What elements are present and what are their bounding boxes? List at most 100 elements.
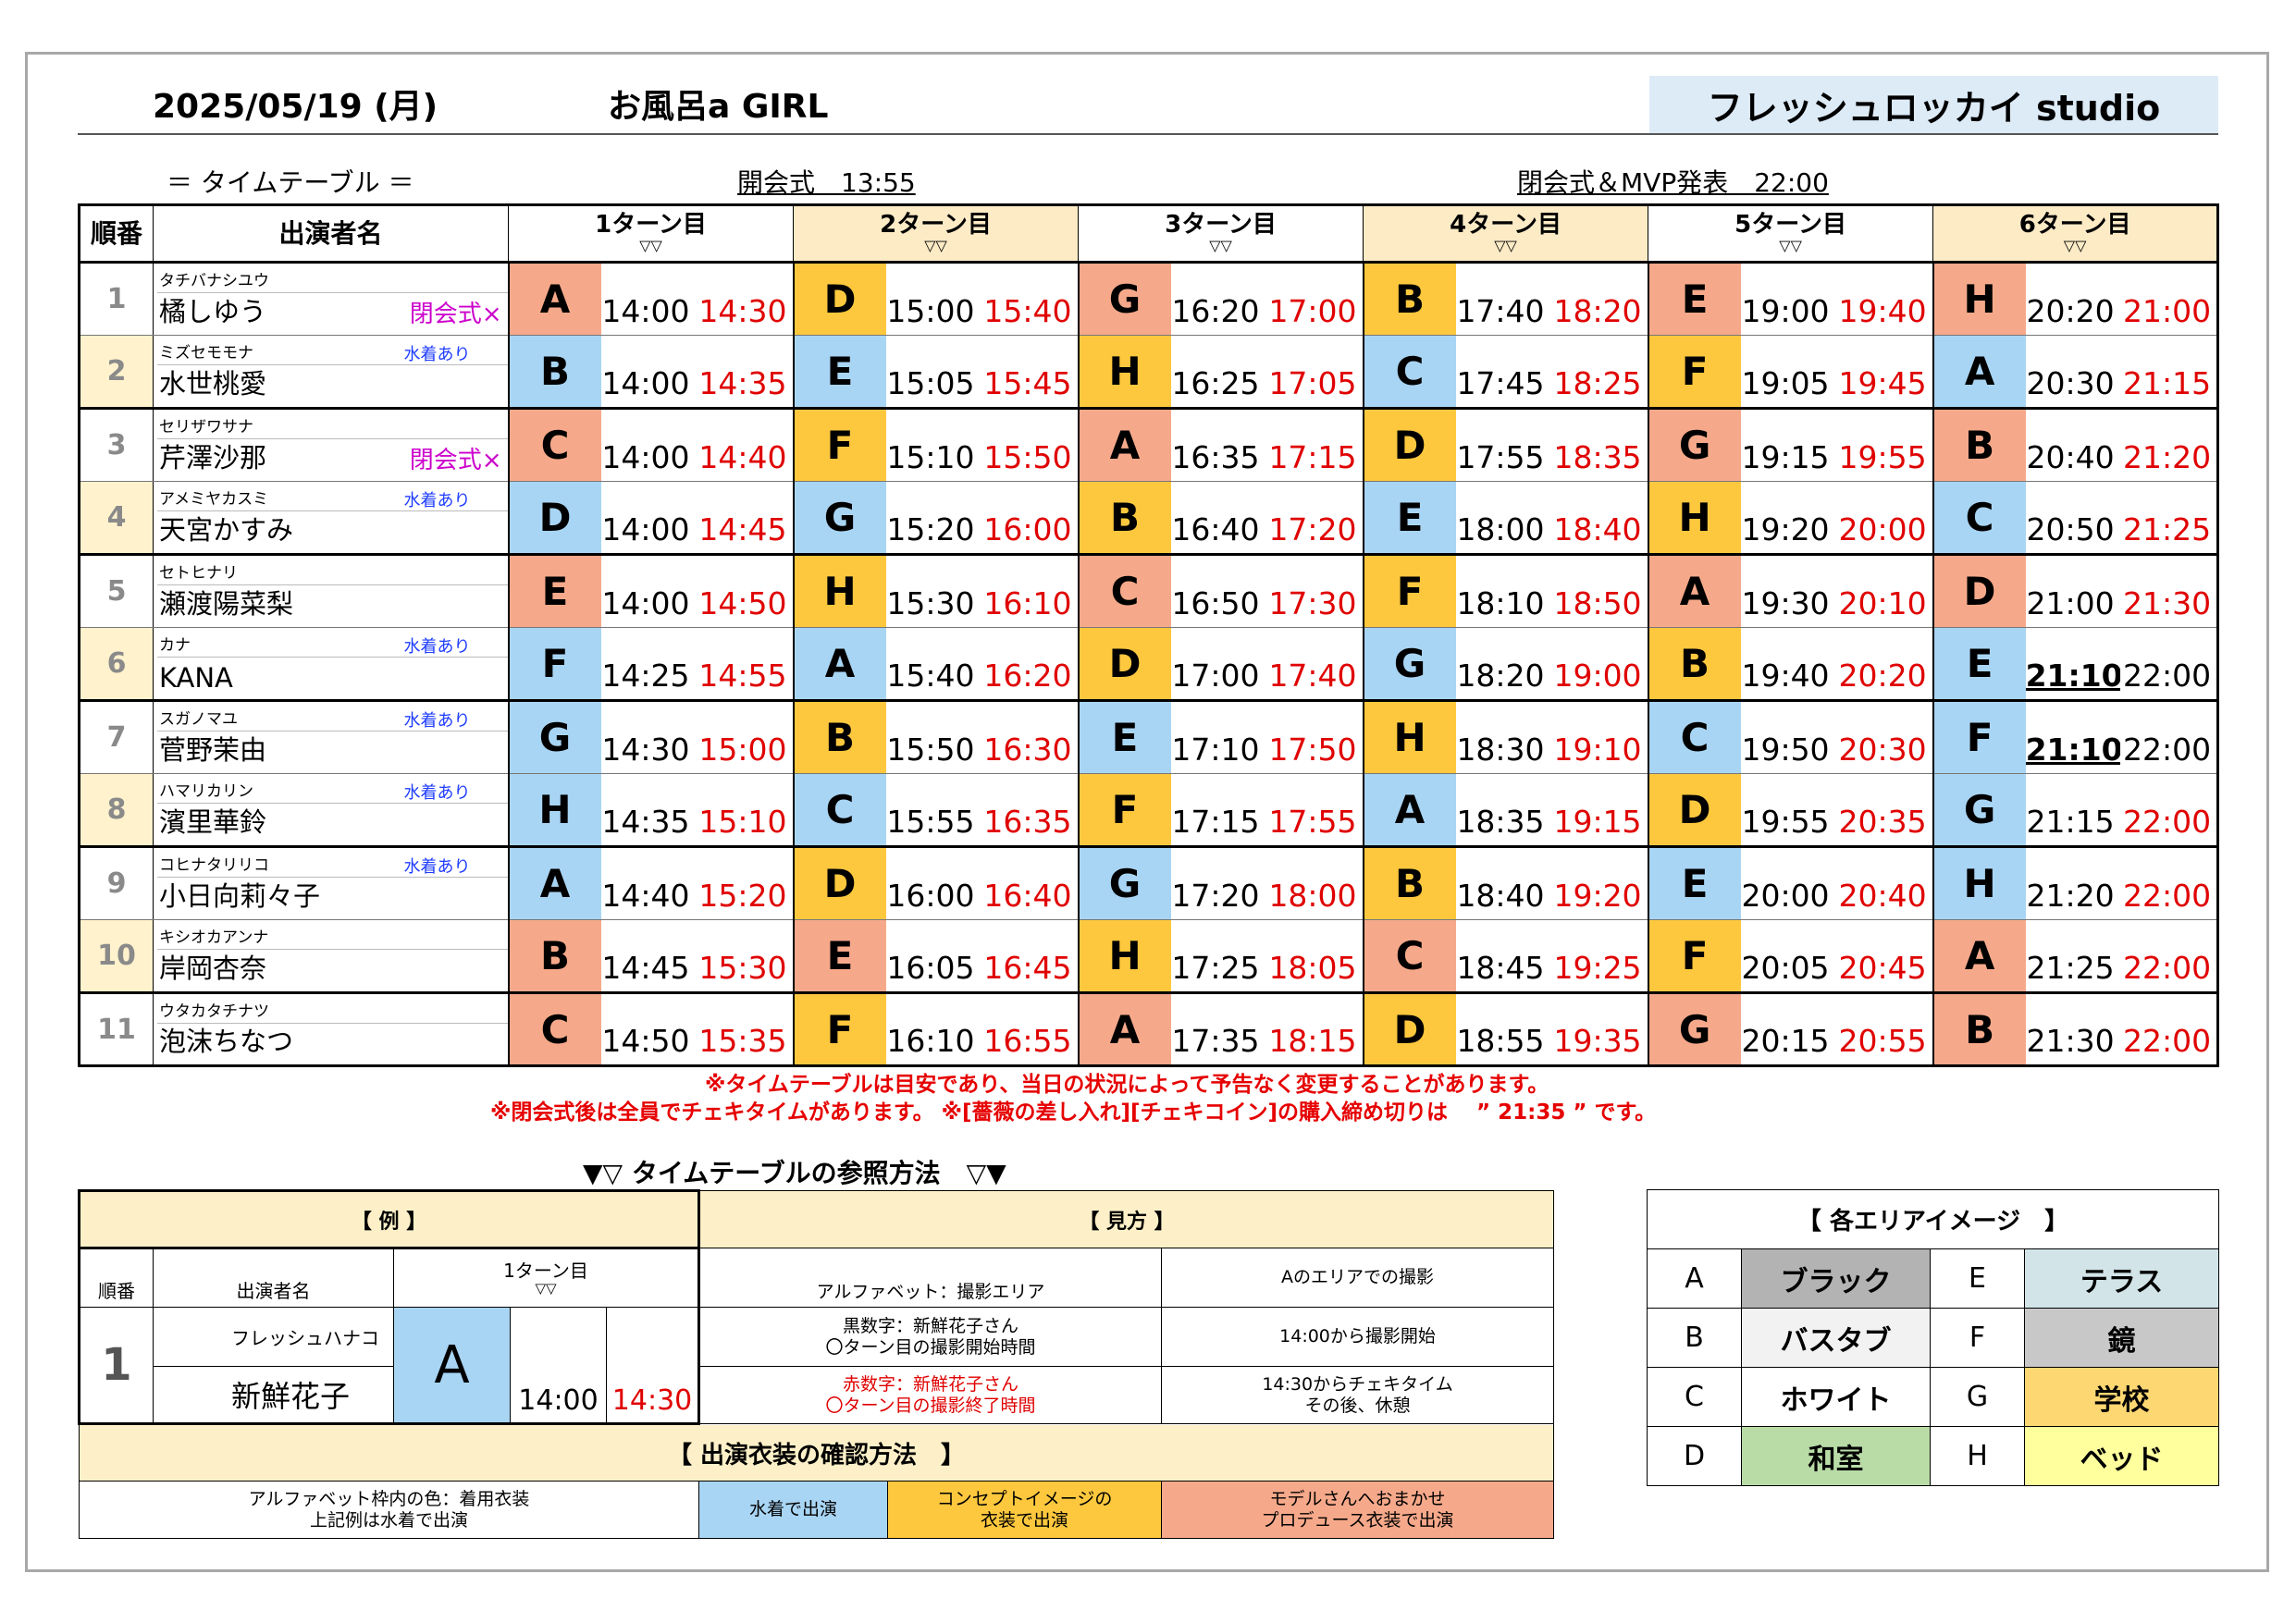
end-time: 22:00	[2119, 919, 2220, 994]
header-divider	[78, 133, 2218, 135]
start-time: 16:05	[885, 919, 981, 994]
end-time: 14:35	[695, 335, 794, 410]
area-name: テラス	[2023, 1248, 2220, 1309]
area-cell: H	[1077, 335, 1171, 410]
table-row: 3 セリザワサナ 芹澤沙那 閉会式× C 14:00 14:40 F 15:10 15:50 A 16…	[78, 408, 2220, 482]
table-row: 7 スガノマユ 菅野茉由 水着あり G 14:30 15:00 B 15:50 16:30 E 17:…	[78, 700, 2220, 774]
end-time: 20:55	[1834, 992, 1933, 1067]
area-cell: H	[1932, 846, 2026, 920]
turn-label: 4ターン目	[1450, 211, 1562, 240]
table-row: 11 ウタカタチナツ 泡沫ちなつ C 14:50 15:35 F 16:10 16:55 A 17:…	[78, 992, 2220, 1067]
kana-divider	[157, 364, 508, 365]
start-time: 19:05	[1740, 335, 1835, 410]
start-time: 14:40	[600, 846, 696, 920]
performer-cell: ハマリカリン 濱里華鈴 水着あり	[153, 773, 509, 848]
performer-cell: セトヒナリ 瀬渡陽菜梨	[153, 554, 509, 628]
start-time: 14:30	[600, 700, 696, 774]
start-time: 17:35	[1170, 992, 1265, 1067]
start-time: 16:10	[885, 992, 981, 1067]
swimsuit-tag: 水着あり	[403, 491, 471, 510]
date-label: 2025/05/19 (月)	[153, 88, 438, 126]
turn-arrow: ▽▽	[639, 236, 662, 254]
row-number: 8	[78, 773, 154, 848]
area-cell: E	[1932, 627, 2026, 702]
area-cell: G	[1932, 773, 2026, 848]
area-cell: D	[792, 262, 886, 336]
area-cell: G	[507, 700, 601, 774]
example-end: 14:30	[605, 1307, 701, 1425]
start-time: 20:50	[2025, 481, 2120, 556]
example-name: 新鮮花子	[153, 1366, 394, 1425]
area-cell: A	[1647, 554, 1741, 628]
end-time: 18:15	[1265, 992, 1364, 1067]
performer-kana: カナ	[159, 636, 191, 655]
turn-header-3: 3ターン目 ▽▽	[1078, 203, 1364, 264]
row-number: 4	[78, 481, 154, 556]
performer-cell: タチバナシユウ 橘しゆう 閉会式×	[153, 262, 509, 336]
end-time: 18:00	[1265, 846, 1364, 920]
start-time: 20:15	[1740, 992, 1835, 1067]
example-turn-header: 1ターン目 ▽▽	[392, 1248, 701, 1308]
area-cell: H	[1647, 481, 1741, 556]
area-cell: B	[1362, 262, 1456, 336]
end-time: 18:25	[1549, 335, 1648, 410]
end-time: 19:15	[1549, 773, 1648, 848]
end-time: 15:45	[980, 335, 1079, 410]
example-number-header: 順番	[78, 1248, 154, 1308]
swimsuit-tag: 水着あり	[403, 345, 471, 364]
performer-cell: ミズセモモナ 水世桃愛 水着あり	[153, 335, 509, 410]
performer-kana: ウタカタチナツ	[159, 1002, 269, 1021]
start-time: 19:40	[1740, 627, 1835, 702]
kana-divider	[157, 731, 508, 732]
area-cell: B	[507, 919, 601, 994]
table-row: 2 ミズセモモナ 水世桃愛 水着あり B 14:00 14:35 E 15:05 15:45 H 16…	[78, 335, 2220, 410]
area-cell: G	[1077, 262, 1171, 336]
turn-arrow: ▽▽	[2063, 236, 2087, 254]
start-time: 15:50	[885, 700, 981, 774]
row-number: 11	[78, 992, 154, 1067]
reading-black-example: 14:00から撮影開始	[1161, 1307, 1555, 1367]
kana-divider	[157, 438, 508, 439]
end-time: 22:00	[2119, 773, 2220, 848]
end-time: 21:15	[2119, 335, 2220, 410]
end-time: 19:20	[1549, 846, 1648, 920]
start-time: 14:00	[600, 554, 696, 628]
start-time: 14:25	[600, 627, 696, 702]
example-kana: フレッシュハナコ	[153, 1307, 394, 1367]
end-time: 15:00	[695, 700, 794, 774]
table-row: 10 キシオカアンナ 岸岡杏奈 B 14:45 15:30 E 16:05 16:45 H 17:2…	[78, 919, 2220, 994]
costume-concept: コンセプトイメージの 衣装で出演	[887, 1481, 1163, 1539]
start-time: 17:00	[1170, 627, 1265, 702]
start-time: 14:00	[600, 335, 696, 410]
start-time: 16:25	[1170, 335, 1265, 410]
area-cell: F	[792, 408, 886, 482]
number-header: 順番	[78, 203, 154, 264]
start-time: 20:20	[2025, 262, 2120, 336]
page-frame	[25, 52, 2269, 1572]
reading-header: 【 見方 】	[698, 1190, 1555, 1248]
performer-name: KANA	[159, 662, 233, 694]
start-time: 19:20	[1740, 481, 1835, 556]
start-time: 19:55	[1740, 773, 1835, 848]
start-time: 20:05	[1740, 919, 1835, 994]
end-time: 17:50	[1265, 700, 1364, 774]
table-row: 6 カナ KANA 水着あり F 14:25 14:55 A 15:40 16:20 D 17:00 1…	[78, 627, 2220, 702]
area-cell: D	[1647, 773, 1741, 848]
area-table: 【 各エリアイメージ 】 A ブラック E テラス B バスタブ F 鏡 C ホワイト G 学校 D 和室…	[1646, 1189, 2220, 1486]
end-time: 22:00	[2119, 627, 2220, 702]
swimsuit-tag: 水着あり	[403, 637, 471, 657]
turn-arrow: ▽▽	[924, 236, 947, 254]
start-time: 18:40	[1455, 846, 1550, 920]
end-time: 15:40	[980, 262, 1079, 336]
event-title: お風呂a GIRL	[608, 88, 829, 126]
howto-title: ▼▽ タイムテーブルの参照方法 ▽▼	[583, 1158, 1006, 1188]
start-time: 16:50	[1170, 554, 1265, 628]
performer-cell: キシオカアンナ 岸岡杏奈	[153, 919, 509, 994]
performer-kana: タチバナシユウ	[159, 272, 269, 290]
area-cell: F	[1647, 919, 1741, 994]
start-time: 19:50	[1740, 700, 1835, 774]
closing-time: 閉会式＆MVP発表 22:00	[1517, 167, 1829, 198]
area-cell: G	[1077, 846, 1171, 920]
performer-kana: アメミヤカスミ	[159, 490, 269, 509]
area-cell: F	[1077, 773, 1171, 848]
